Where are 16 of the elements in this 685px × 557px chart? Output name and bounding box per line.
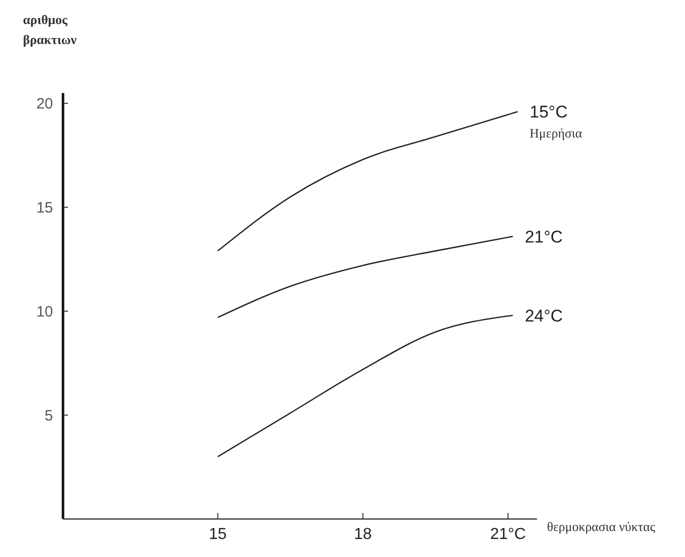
x-tick-label: 21°C — [490, 526, 526, 543]
y-axis-title: αριθμος βρακτιων — [23, 12, 77, 47]
y-tick-label: 10 — [36, 303, 53, 320]
annotation: Ημερήσια — [530, 126, 582, 141]
y-tick-label: 15 — [36, 200, 53, 217]
line-series — [217, 314, 514, 458]
x-tick-label: 18 — [354, 526, 372, 543]
y-tick-label: 20 — [36, 96, 53, 113]
y-tick-label: 5 — [44, 407, 53, 424]
x-axis-title: θερμοκρασια νύκτας — [547, 519, 656, 534]
series-label: 21°C — [524, 227, 563, 246]
line-series — [217, 111, 518, 252]
series-label: 24°C — [524, 306, 563, 326]
series-label: 15°C — [530, 102, 568, 122]
x-tick-label: 15 — [208, 526, 227, 543]
line-series — [217, 236, 514, 318]
